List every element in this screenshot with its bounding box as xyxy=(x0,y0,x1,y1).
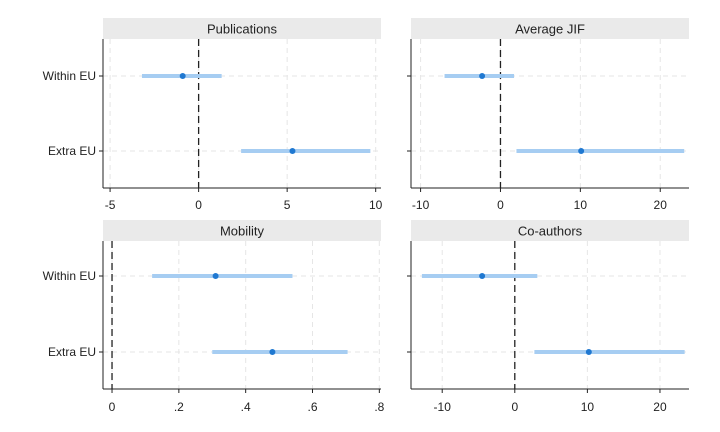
x-tick-label: -5 xyxy=(105,198,116,212)
x-tick-label: -10 xyxy=(412,198,430,212)
point-estimate xyxy=(479,73,486,79)
panel-title: Mobility xyxy=(220,224,265,239)
x-tick-label: 0 xyxy=(195,198,202,212)
point-estimate xyxy=(212,273,219,279)
x-tick-label: 20 xyxy=(654,198,668,212)
x-tick-label: 0 xyxy=(511,400,518,414)
x-tick-label: .6 xyxy=(307,400,317,414)
y-tick-label: Within EU xyxy=(43,69,96,83)
x-tick-label: -10 xyxy=(434,400,452,414)
x-tick-label: 5 xyxy=(284,198,291,212)
point-estimate xyxy=(289,148,296,154)
panel-header xyxy=(103,220,381,241)
x-tick-label: 20 xyxy=(653,400,667,414)
panel-header xyxy=(103,18,381,39)
point-estimate xyxy=(578,148,585,154)
point-estimate xyxy=(179,73,186,79)
y-tick-label: Extra EU xyxy=(48,345,96,359)
panel-mobility: Mobility Within EU Extra EU 0 .2 .4 .6 .8 xyxy=(43,220,385,414)
x-tick-label: 10 xyxy=(574,198,588,212)
x-tick-label: .4 xyxy=(241,400,251,414)
x-tick-label: 10 xyxy=(369,198,383,212)
panel-header xyxy=(411,18,689,39)
panel-header xyxy=(411,220,689,241)
panel-publications: Publications Within EU Extra EU -5 0 5 10 xyxy=(43,18,383,212)
point-estimate xyxy=(479,273,486,279)
x-tick-label: .8 xyxy=(374,400,384,414)
x-tick-label: .2 xyxy=(174,400,184,414)
x-tick-label: 10 xyxy=(581,400,595,414)
x-tick-label: 0 xyxy=(109,400,116,414)
panel-title: Co-authors xyxy=(518,224,583,239)
point-estimate xyxy=(585,349,592,355)
panel-average-jif: Average JIF -10 0 10 20 xyxy=(407,18,689,212)
panel-title: Publications xyxy=(207,22,278,37)
x-tick-label: 0 xyxy=(497,198,504,212)
panel-title: Average JIF xyxy=(515,22,585,37)
point-estimate xyxy=(269,349,276,355)
y-tick-label: Within EU xyxy=(43,269,96,283)
panel-co-authors: Co-authors -10 0 10 20 xyxy=(407,220,689,414)
y-tick-label: Extra EU xyxy=(48,144,96,158)
